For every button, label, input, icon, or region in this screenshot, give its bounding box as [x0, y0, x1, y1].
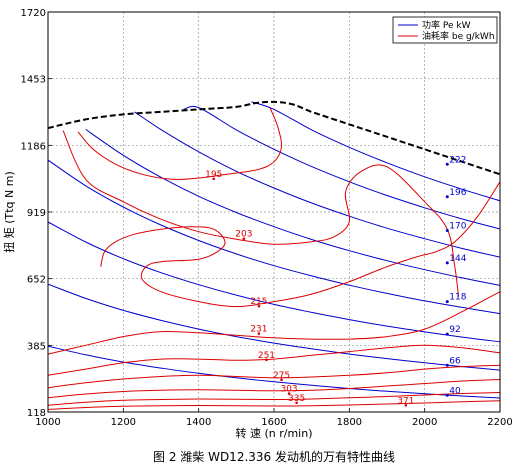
power-line-66 [48, 283, 500, 371]
legend-label-bsfc: 油耗率 be g/kWh [422, 30, 495, 42]
power-marker-196 [445, 195, 449, 199]
bsfc-marker-335 [295, 401, 298, 405]
external-characteristic-line [48, 100, 500, 176]
bsfc-marker-371 [404, 403, 408, 407]
power-line-170 [134, 111, 500, 258]
bsfc-line-195 [77, 107, 283, 180]
y-tick-label: 118 [27, 408, 46, 419]
power-line-118 [48, 159, 500, 315]
bsfc-line-231 [48, 291, 500, 355]
power-marker-92 [445, 332, 449, 336]
y-tick-label: 1186 [21, 141, 46, 152]
power-line-92 [48, 221, 500, 343]
bsfc-line-335 [48, 392, 500, 406]
bsfc-line-275 [48, 364, 500, 389]
bsfc-label-215: 215 [250, 297, 267, 307]
y-axis-label: 扭 矩 (Ttq N m) [2, 171, 16, 253]
x-tick-label: 1800 [337, 417, 362, 428]
power-label-66: 66 [449, 356, 461, 366]
bsfc-line-215 [100, 181, 500, 308]
bsfc-marker-275 [280, 378, 283, 382]
x-ticks: 1000 1200 1400 1600 1800 2000 2200 [35, 408, 513, 428]
legend: 功率 Pe kW 油耗率 be g/kWh [392, 16, 498, 44]
x-tick-label: 2200 [487, 417, 512, 428]
x-tick-label: 1400 [186, 417, 211, 428]
power-lines [48, 101, 500, 399]
x-axis-label: 转 速 (n r/min) [235, 426, 312, 440]
external-characteristic [48, 100, 500, 176]
bsfc-label-371: 371 [397, 396, 414, 406]
power-line-40 [48, 345, 500, 399]
power-label-196: 196 [449, 188, 466, 198]
bsfc-label-231: 231 [250, 325, 267, 335]
x-tick-label: 1200 [111, 417, 136, 428]
legend-box [392, 16, 498, 44]
bsfc-label-195: 195 [205, 170, 222, 180]
power-label-40: 40 [449, 386, 461, 396]
power-line-144 [85, 128, 500, 286]
bsfc-line-203 [62, 130, 460, 297]
power-label-144: 144 [449, 254, 466, 264]
bsfc-marker-251 [265, 358, 268, 362]
power-marker-222 [445, 162, 449, 166]
power-label-118: 118 [449, 293, 466, 303]
bsfc-line-371 [48, 400, 500, 410]
series-labels: 222 196 170 144 118 92 66 40 195 203 215 231 251 275 3… [205, 155, 467, 407]
bsfc-marker-195 [212, 177, 216, 181]
bsfc-marker-215 [257, 304, 261, 308]
power-marker-144 [445, 261, 449, 265]
plot-area [48, 100, 500, 410]
power-marker-40 [445, 393, 449, 397]
y-tick-label: 919 [27, 208, 46, 219]
power-marker-66 [445, 363, 449, 367]
y-tick-label: 1720 [21, 8, 46, 19]
x-tick-label: 1000 [35, 417, 60, 428]
bsfc-label-203: 203 [235, 230, 252, 240]
y-tick-label: 1453 [21, 75, 46, 86]
y-ticks: 118 385 652 919 1186 1453 1720 [21, 8, 52, 419]
power-label-222: 222 [449, 155, 466, 165]
y-tick-label: 385 [27, 341, 46, 352]
bsfc-marker-231 [257, 332, 261, 335]
bsfc-label-251: 251 [258, 351, 275, 361]
bsfc-label-303: 303 [280, 385, 297, 395]
power-line-222 [251, 101, 500, 202]
bsfc-label-275: 275 [273, 371, 290, 381]
power-label-92: 92 [449, 325, 460, 335]
x-tick-label: 2000 [412, 417, 437, 428]
bsfc-line-251 [48, 344, 500, 376]
y-tick-label: 652 [27, 275, 46, 286]
legend-label-power: 功率 Pe kW [422, 19, 471, 31]
power-label-170: 170 [449, 221, 466, 231]
bsfc-marker-203 [242, 237, 246, 241]
bsfc-line-303 [48, 379, 500, 399]
power-line-196 [183, 105, 500, 230]
bsfc-marker-303 [287, 392, 291, 395]
figure-caption: 图 2 潍柴 WD12.336 发动机的万有特性曲线 [153, 449, 395, 464]
x-tick-label: 1600 [261, 417, 286, 428]
bsfc-label-335: 335 [288, 394, 305, 404]
power-marker-118 [445, 300, 449, 304]
bsfc-lines [48, 107, 500, 410]
power-marker-170 [445, 228, 449, 232]
